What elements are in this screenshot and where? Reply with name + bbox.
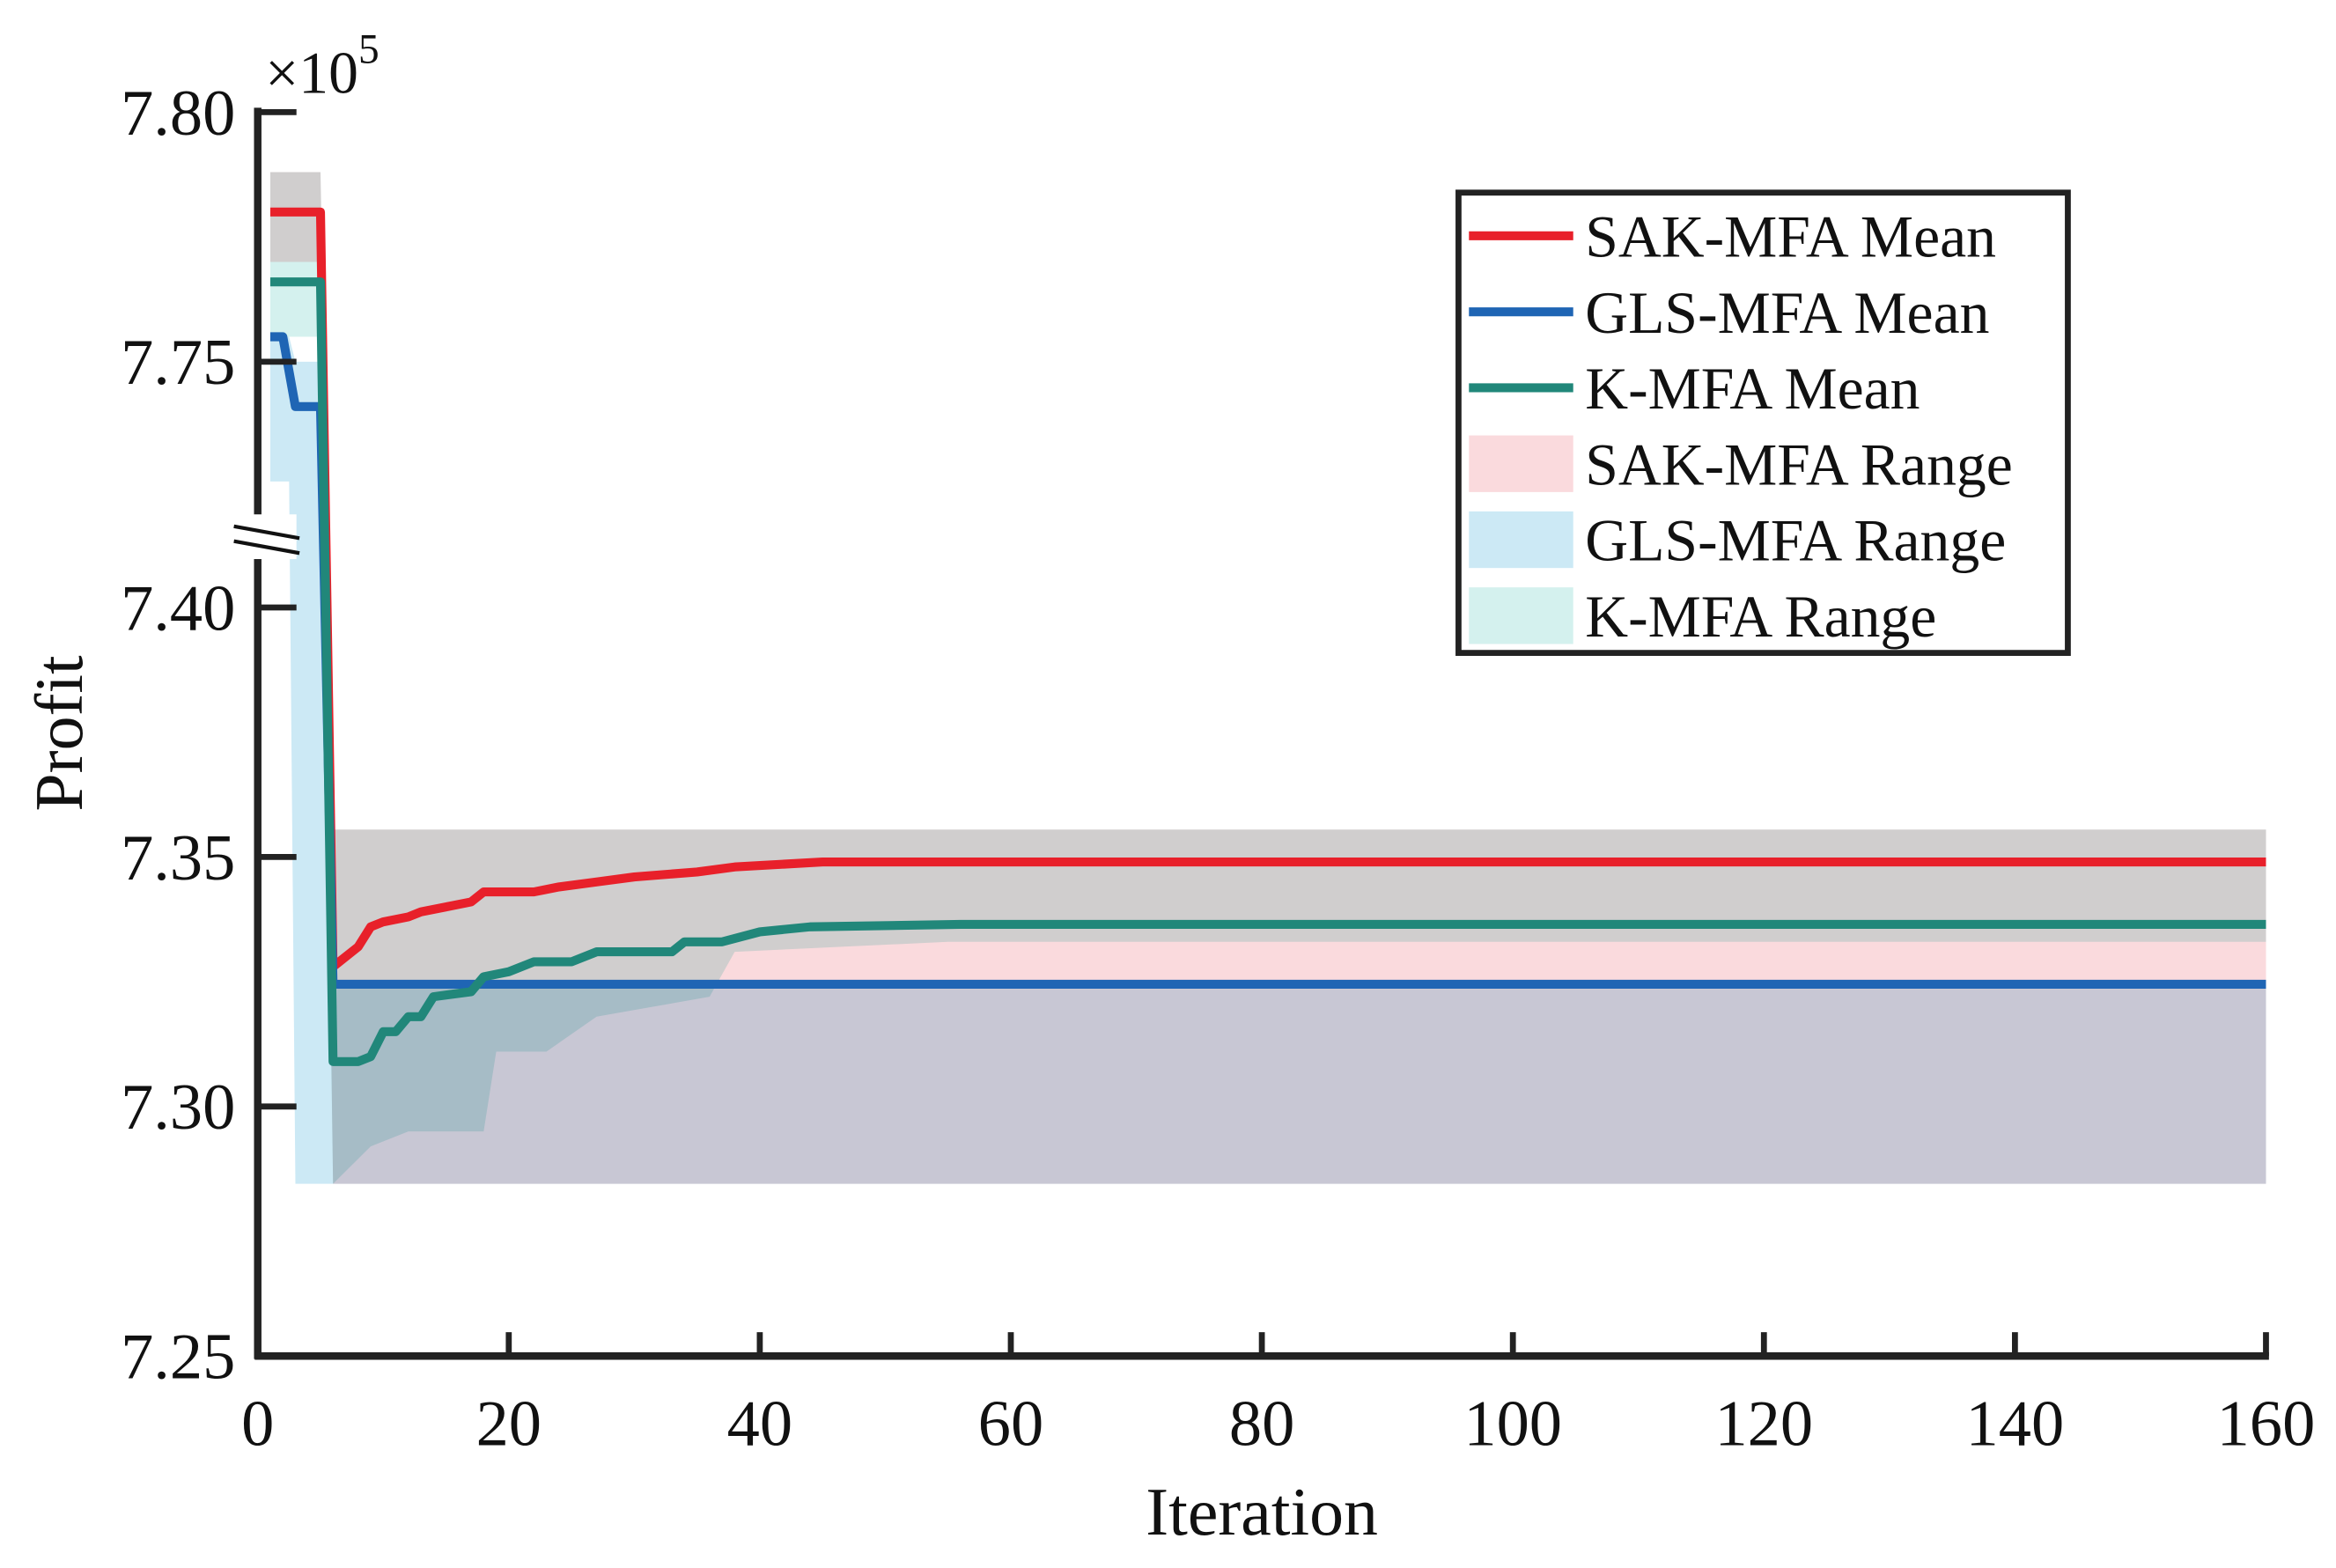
x-tick-label: 20	[476, 1388, 542, 1461]
legend-label: K-MFA Mean	[1585, 356, 1920, 422]
mean-line-k-mfa-mean	[269, 277, 2266, 1066]
mean-line-gls-mfa-mean	[269, 332, 2266, 990]
legend-swatch-patch	[1469, 435, 1573, 492]
x-tick-label: 120	[1714, 1388, 1813, 1461]
x-axis-label: Iteration	[1146, 1474, 1378, 1550]
legend-label: GLS-MFA Mean	[1585, 280, 1989, 346]
axes: 0 20 40 60 80 100 120 140 160 7.25 7.30 7.35 7.40 7.7…	[21, 27, 2315, 1550]
x-tick-label: 80	[1229, 1388, 1294, 1461]
y-multiplier-base: ×10	[265, 40, 358, 106]
x-tick-label: 60	[978, 1388, 1043, 1461]
y-multiplier: ×105	[265, 27, 379, 107]
legend-label: SAK-MFA Mean	[1585, 204, 1996, 270]
y-tick-label: 7.30	[121, 1071, 235, 1144]
y-tick-label: 7.80	[121, 77, 235, 150]
y-multiplier-exponent: 5	[358, 27, 380, 73]
legend-label: K-MFA Range	[1585, 584, 1936, 650]
mean-line-sak-mfa-mean	[269, 207, 2266, 972]
y-tick-label: 7.75	[121, 327, 235, 399]
legend-box	[1455, 189, 2071, 656]
legend-label: SAK-MFA Range	[1585, 431, 2013, 497]
legend: SAK-MFA Mean GLS-MFA Mean K-MFA Mean SAK-MF…	[1455, 189, 2071, 656]
axis-break-icon	[233, 539, 300, 556]
x-tick-label: 40	[727, 1388, 792, 1461]
x-tick-label: 160	[2217, 1388, 2316, 1461]
x-tick-label: 0	[241, 1388, 274, 1461]
y-tick-label: 7.35	[121, 822, 235, 894]
legend-swatch-patch	[1469, 511, 1573, 569]
y-axis-label: Profit	[21, 655, 97, 812]
legend-swatch-patch	[1469, 587, 1573, 644]
y-tick-label: 7.40	[121, 572, 235, 644]
y-tick-label: 7.25	[121, 1321, 235, 1394]
x-tick-label: 140	[1966, 1388, 2065, 1461]
axis-break-icon	[233, 524, 300, 541]
mean-lines	[269, 207, 2266, 1066]
x-tick-label: 100	[1463, 1388, 1562, 1461]
legend-label: GLS-MFA Range	[1585, 508, 2006, 574]
